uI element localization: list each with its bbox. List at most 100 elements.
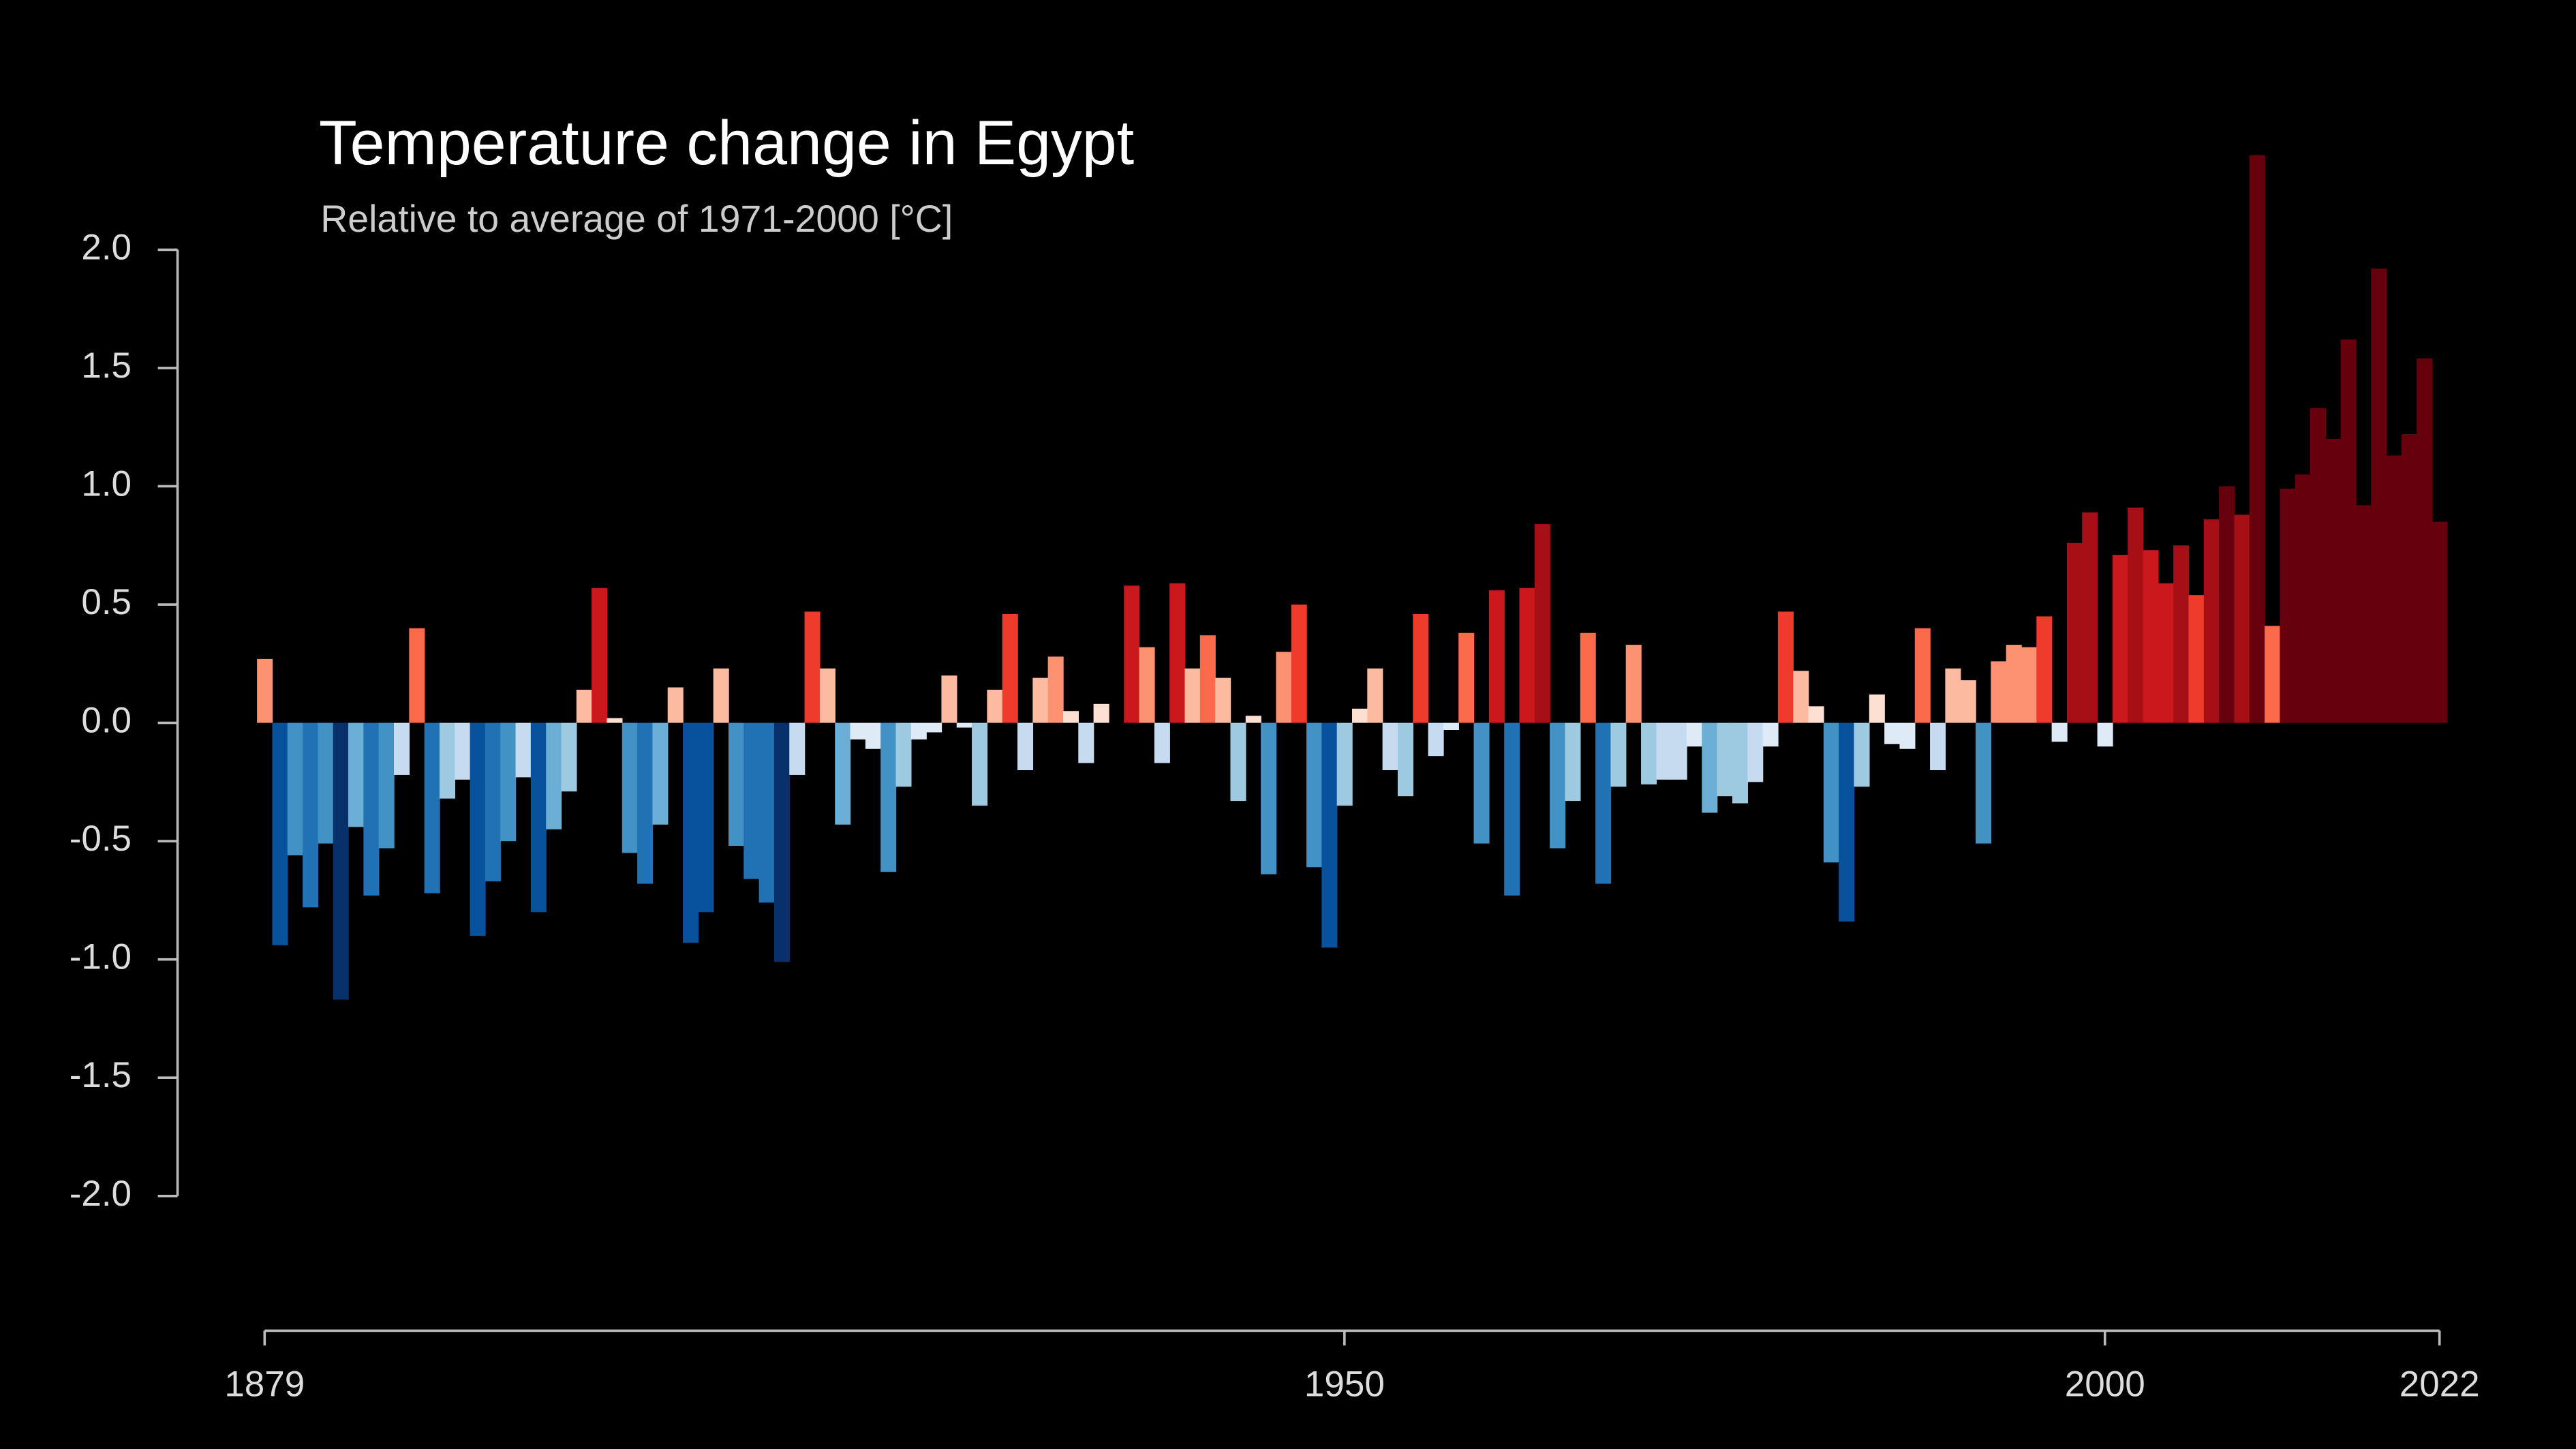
bar bbox=[2158, 583, 2174, 723]
bar bbox=[2249, 155, 2265, 723]
bar bbox=[1078, 722, 1094, 763]
bar bbox=[865, 722, 881, 749]
bar bbox=[1488, 590, 1505, 723]
bar bbox=[637, 722, 654, 884]
bar bbox=[1504, 722, 1520, 896]
bar bbox=[880, 722, 897, 872]
bar bbox=[2401, 434, 2417, 723]
bar bbox=[287, 722, 303, 855]
bar bbox=[333, 722, 349, 1000]
bar bbox=[1413, 613, 1429, 723]
bar bbox=[1184, 668, 1201, 723]
bar bbox=[1899, 722, 1916, 749]
bar bbox=[758, 722, 775, 903]
bar bbox=[728, 722, 745, 846]
bar bbox=[2188, 595, 2205, 723]
x-tick-label: 2022 bbox=[2399, 1364, 2480, 1404]
bar bbox=[2371, 269, 2387, 723]
bar bbox=[2325, 439, 2342, 723]
bar bbox=[1291, 605, 1307, 723]
bar bbox=[1671, 722, 1687, 780]
bar bbox=[972, 722, 988, 806]
bar bbox=[2310, 408, 2327, 723]
bar bbox=[1169, 583, 1186, 723]
bar bbox=[1914, 628, 1931, 723]
x-tick-label: 2000 bbox=[2065, 1364, 2145, 1404]
y-tick-label: 2.0 bbox=[81, 227, 132, 267]
bar bbox=[318, 722, 334, 844]
bar bbox=[1519, 588, 1535, 723]
bar bbox=[789, 722, 806, 775]
bar bbox=[394, 722, 410, 775]
bar bbox=[303, 722, 319, 908]
bar bbox=[1093, 703, 1109, 723]
bar bbox=[2295, 474, 2311, 723]
bar bbox=[1702, 722, 1718, 813]
bar bbox=[1245, 716, 1261, 723]
bar bbox=[2355, 505, 2372, 723]
bar bbox=[667, 687, 684, 723]
bar bbox=[576, 689, 592, 723]
bar bbox=[1230, 722, 1246, 802]
bar bbox=[1976, 722, 1992, 844]
bar bbox=[1215, 677, 1231, 723]
bar bbox=[819, 668, 835, 723]
bar bbox=[348, 722, 365, 827]
bar bbox=[1306, 722, 1323, 868]
y-tick-label: -1.5 bbox=[70, 1055, 132, 1095]
bar bbox=[1686, 722, 1703, 747]
y-tick-label: -1.0 bbox=[70, 937, 132, 977]
bar bbox=[1793, 671, 1809, 723]
bar bbox=[1656, 722, 1672, 780]
bar bbox=[2203, 519, 2220, 723]
bar bbox=[2280, 488, 2296, 723]
bar bbox=[1930, 722, 1946, 771]
bar bbox=[2173, 545, 2190, 723]
bar bbox=[607, 718, 623, 723]
bar bbox=[500, 722, 517, 842]
bar bbox=[835, 722, 851, 825]
bar bbox=[1367, 668, 1383, 723]
bar bbox=[1047, 656, 1064, 723]
bar bbox=[1839, 722, 1855, 922]
bar bbox=[2265, 626, 2281, 723]
bar bbox=[2386, 455, 2402, 723]
bar bbox=[1062, 711, 1079, 723]
bar bbox=[773, 722, 790, 962]
bar bbox=[2128, 507, 2144, 723]
bar bbox=[378, 722, 395, 849]
bar bbox=[1565, 722, 1581, 802]
y-tick-label: 0.5 bbox=[81, 582, 132, 622]
bar bbox=[1945, 668, 1961, 723]
bar bbox=[2234, 515, 2250, 723]
bar bbox=[1854, 722, 1870, 787]
bar bbox=[530, 722, 547, 913]
bar bbox=[485, 722, 501, 882]
bar bbox=[1458, 632, 1475, 723]
bar bbox=[257, 658, 273, 723]
bar bbox=[2432, 521, 2448, 723]
bar bbox=[1823, 722, 1839, 863]
bar bbox=[1641, 722, 1657, 784]
bar bbox=[1991, 661, 2007, 723]
bar bbox=[1276, 652, 1292, 723]
bar bbox=[895, 722, 912, 787]
bar bbox=[1747, 722, 1764, 782]
bar bbox=[272, 722, 288, 945]
y-tick-label: 1.0 bbox=[81, 463, 132, 504]
bar bbox=[1032, 677, 1049, 723]
bar bbox=[1382, 722, 1398, 771]
bar bbox=[1397, 722, 1414, 797]
bar bbox=[455, 722, 471, 780]
bar bbox=[2112, 555, 2128, 723]
y-tick-label: 1.5 bbox=[81, 346, 132, 386]
bar bbox=[2036, 616, 2053, 723]
bar bbox=[1884, 722, 1901, 744]
bar bbox=[1732, 722, 1748, 804]
bar bbox=[1625, 645, 1642, 723]
bar bbox=[713, 668, 729, 723]
bar bbox=[1352, 708, 1368, 723]
bar bbox=[622, 722, 638, 853]
bar bbox=[2417, 359, 2433, 723]
